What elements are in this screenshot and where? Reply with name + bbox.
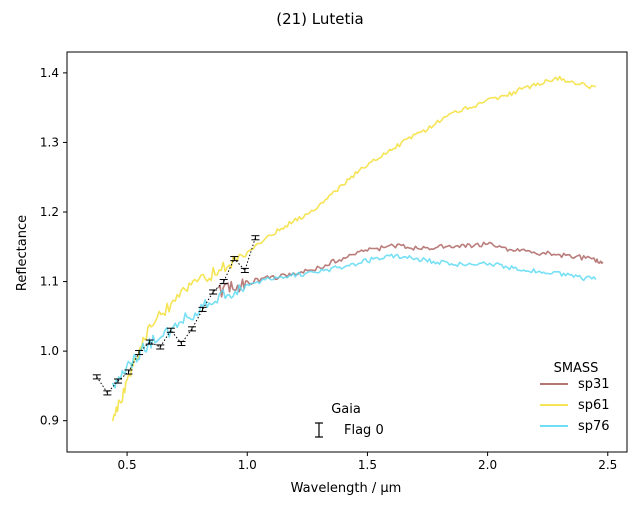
gaia-point — [198, 306, 207, 312]
legend-smass: SMASS sp31 sp61 sp76 — [540, 361, 610, 434]
gaia-point — [145, 339, 154, 345]
legend-label: sp76 — [578, 419, 610, 434]
axes-frame — [66, 51, 628, 453]
gaia-point — [135, 349, 144, 356]
gaia-point — [240, 267, 249, 273]
gaia-point — [209, 289, 218, 295]
y-tick-label: 0.9 — [40, 414, 59, 428]
gaia-point — [92, 374, 101, 380]
legend-gaia-marker — [315, 422, 323, 438]
gaia-point — [124, 369, 133, 375]
legend-gaia: Gaia Flag 0 — [315, 402, 384, 438]
series-layer — [111, 75, 604, 422]
y-tick-label: 1.1 — [40, 275, 59, 289]
y-tick-label: 1.2 — [40, 205, 59, 219]
gaia-point — [103, 390, 112, 396]
x-tick-label: 2.0 — [478, 458, 497, 472]
series-line-sp31 — [217, 241, 604, 298]
legend-smass-title: SMASS — [554, 361, 599, 376]
legend-gaia-title: Gaia — [331, 402, 361, 417]
legend-label: sp31 — [578, 377, 610, 392]
legend-gaia-entry: Flag 0 — [344, 423, 384, 438]
y-tick-label: 1.4 — [40, 66, 59, 80]
legend-label: sp61 — [578, 398, 610, 413]
gaia-point — [219, 279, 228, 285]
x-axis-label: Wavelength / μm — [291, 481, 402, 496]
x-tick-label: 2.5 — [598, 458, 617, 472]
legend-smass-item-sp76: sp76 — [540, 419, 610, 434]
gaia-point — [156, 344, 165, 350]
gaia-point — [113, 378, 122, 384]
x-tick-label: 1.0 — [238, 458, 257, 472]
gaia-point — [166, 327, 175, 333]
y-tick-label: 1.0 — [40, 344, 59, 358]
gaia-dotted-line — [96, 237, 256, 394]
x-tick-label: 0.5 — [118, 458, 137, 472]
x-axis-ticks: 0.5 1.0 1.5 2.0 2.5 — [118, 452, 617, 472]
plot-area — [66, 51, 628, 453]
y-tick-label: 1.3 — [40, 135, 59, 149]
series-line-sp61 — [111, 75, 597, 422]
x-tick-label: 1.5 — [358, 458, 377, 472]
gaia-point — [177, 340, 186, 347]
legend-smass-item-sp31: sp31 — [540, 377, 610, 392]
legend-smass-item-sp61: sp61 — [540, 398, 610, 413]
gaia-point — [251, 235, 260, 241]
chart-title: (21) Lutetia — [276, 10, 364, 28]
y-axis-label: Reflectance — [15, 215, 30, 291]
gaia-layer — [92, 235, 260, 396]
gaia-point — [187, 326, 196, 332]
y-axis-ticks: 0.9 1.0 1.1 1.2 1.3 1.4 — [40, 66, 67, 428]
gaia-point — [230, 256, 239, 262]
series-line-sp76 — [111, 253, 597, 389]
